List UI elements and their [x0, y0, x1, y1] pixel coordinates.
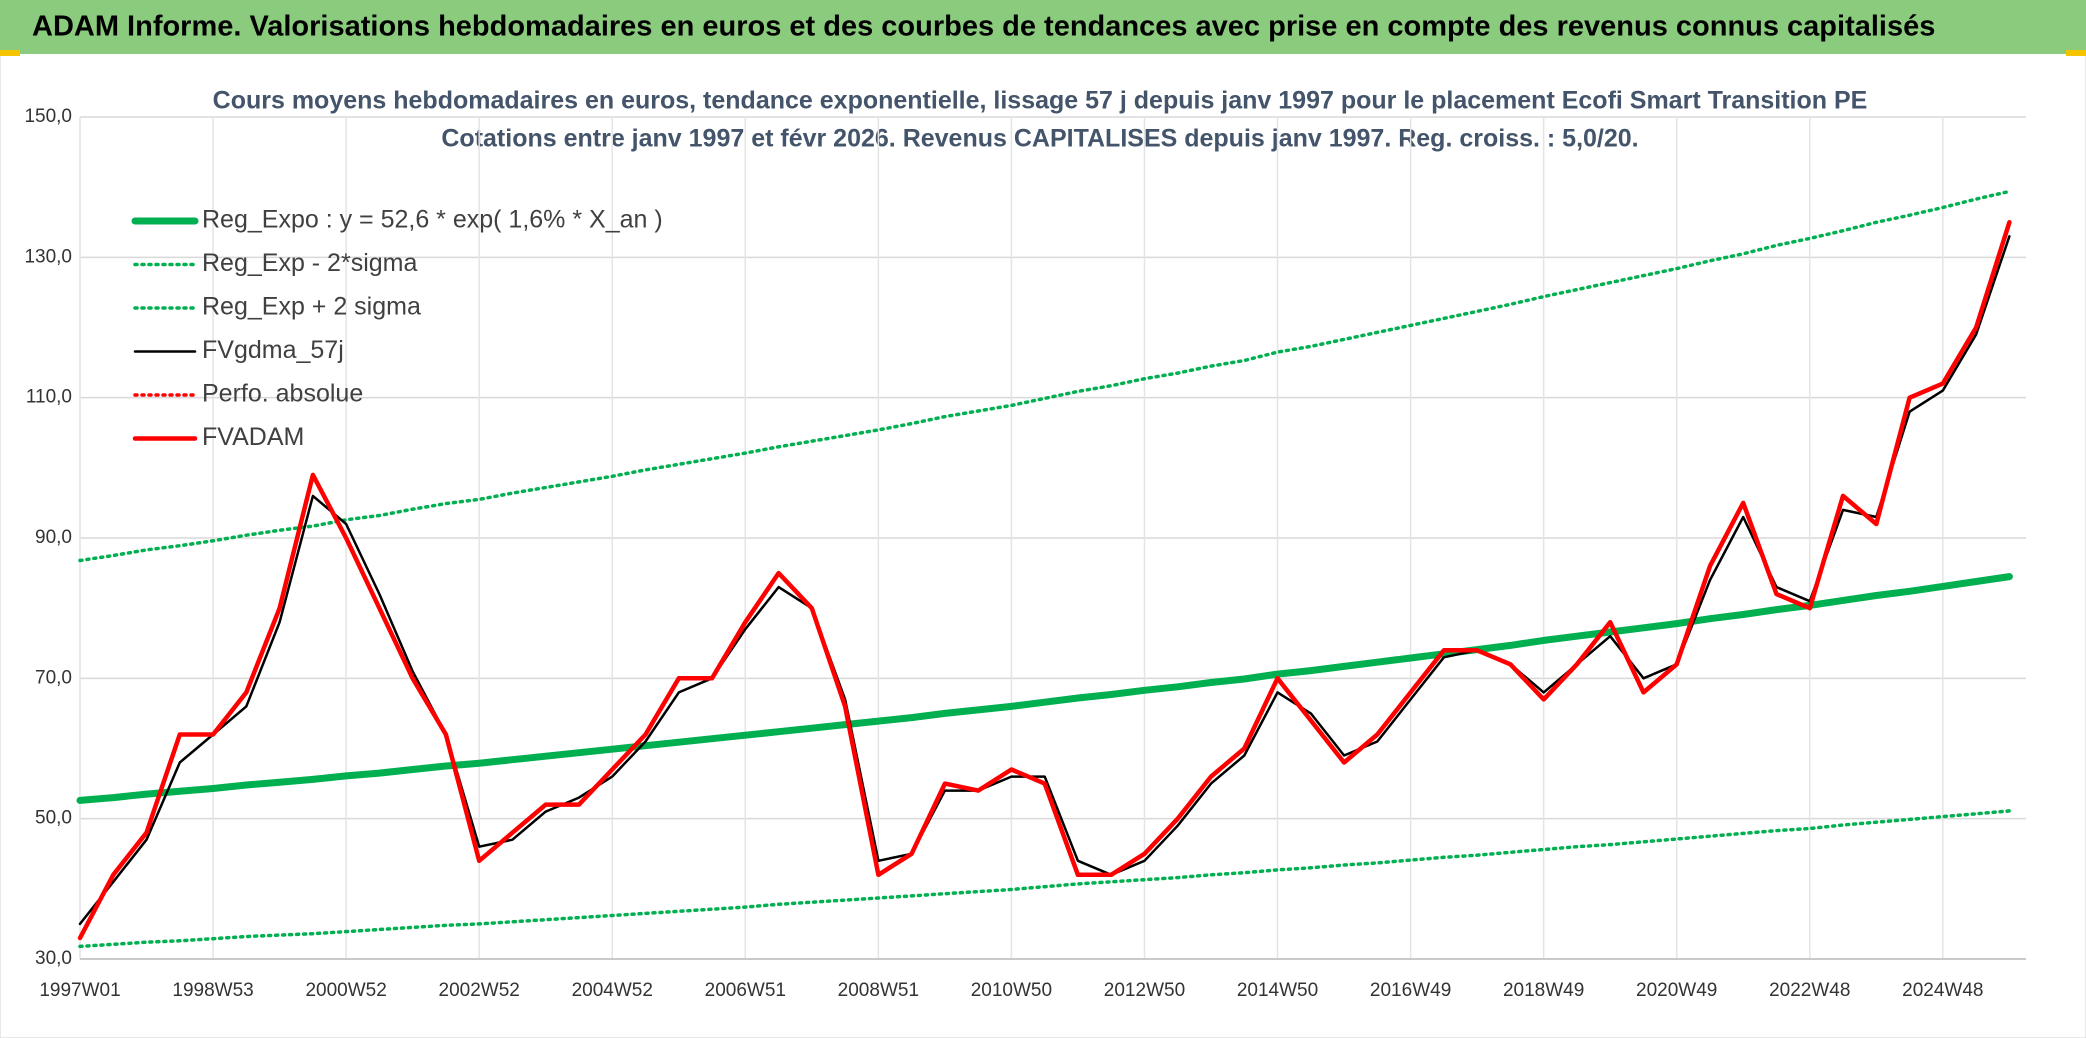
chart-subtitle: Cotations entre janv 1997 et févr 2026. … [441, 125, 1638, 153]
x-tick-label: 1998W53 [172, 980, 253, 1001]
x-tick-label: 2024W48 [1902, 980, 1983, 1001]
y-tick-label: 130,0 [24, 246, 72, 267]
legend-label: FVADAM [202, 423, 304, 451]
series-line [77, 220, 2012, 941]
x-tick-label: 1997W01 [39, 980, 120, 1001]
x-tick-label: 2020W49 [1636, 980, 1717, 1001]
y-tick-label: 90,0 [35, 527, 72, 548]
x-tick-label: 2008W51 [838, 980, 919, 1001]
legend-label: FVgdma_57j [202, 336, 344, 364]
series-line [78, 189, 2012, 563]
corner [2066, 50, 2086, 56]
x-tick-label: 2006W51 [705, 980, 786, 1001]
series-line [76, 573, 2013, 804]
x-tick-label: 2022W48 [1769, 980, 1850, 1001]
y-tick-label: 150,0 [24, 106, 72, 127]
series-line [78, 809, 2012, 949]
x-tick-label: 2012W50 [1104, 980, 1185, 1001]
x-tick-label: 2010W50 [971, 980, 1052, 1001]
x-tick-label: 2004W52 [572, 980, 653, 1001]
x-tick-label: 2002W52 [439, 980, 520, 1001]
legend-label: Reg_Exp - 2*sigma [202, 249, 417, 277]
chart-subtitle: Cours moyens hebdomadaires en euros, ten… [213, 87, 1868, 115]
corner [0, 50, 20, 56]
legend-label: Reg_Exp + 2 sigma [202, 293, 421, 321]
x-tick-label: 2016W49 [1370, 980, 1451, 1001]
y-tick-label: 50,0 [35, 808, 72, 829]
x-tick-label: 2000W52 [305, 980, 386, 1001]
x-tick-label: 2018W49 [1503, 980, 1584, 1001]
x-tick-label: 2014W50 [1237, 980, 1318, 1001]
y-tick-label: 70,0 [35, 667, 72, 688]
y-tick-label: 110,0 [26, 387, 72, 408]
chart-title: ADAM Informe. Valorisations hebdomadaire… [32, 11, 1935, 43]
y-tick-label: 30,0 [35, 948, 72, 969]
header-bar [0, 0, 2086, 54]
legend-label: Perfo. absolue [202, 380, 363, 408]
legend-label: Reg_Expo : y = 52,6 * exp( 1,6% * X_an ) [202, 206, 663, 234]
